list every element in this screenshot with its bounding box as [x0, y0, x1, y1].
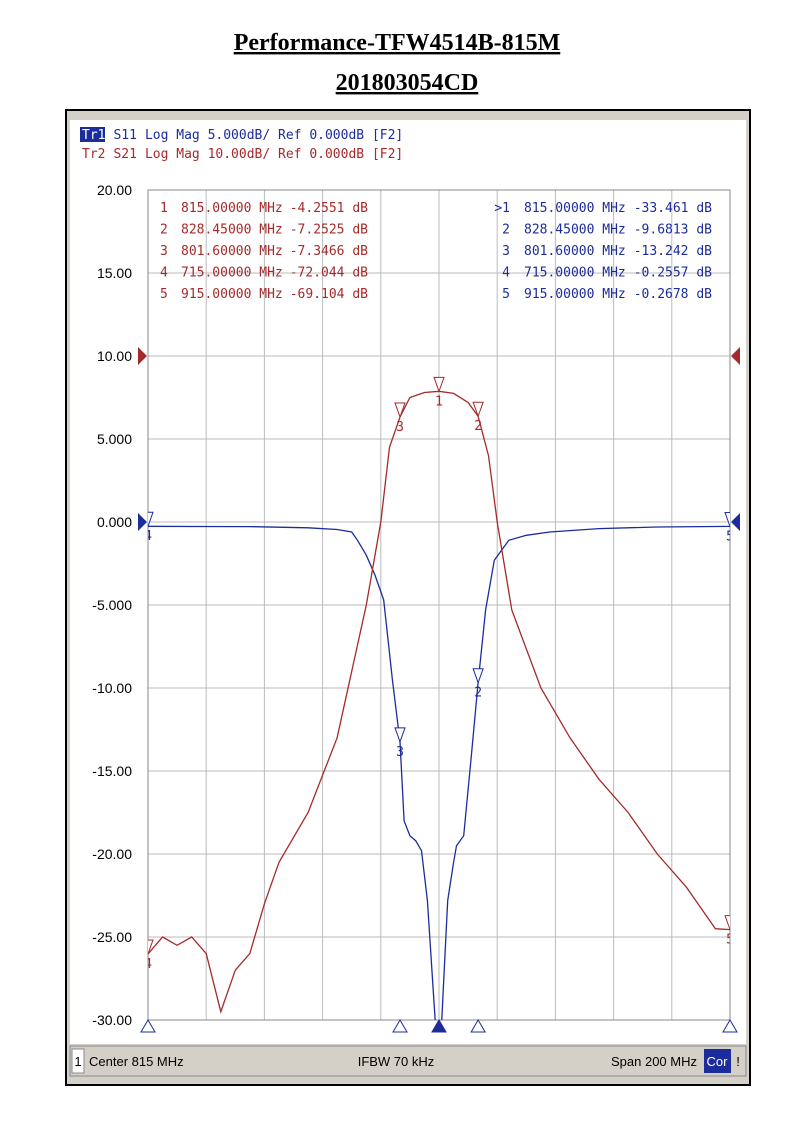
- marker-id: 3: [396, 420, 404, 435]
- marker-table-value: -13.242 dB: [634, 244, 712, 259]
- marker-table-id: 1: [160, 201, 168, 216]
- trace-line: [148, 390, 730, 1014]
- y-tick-label: -30.00: [92, 1012, 132, 1028]
- marker-triangle: [724, 511, 730, 528]
- trace-scale: Log Mag 10.00dB/ Ref 0.000dB [F2]: [145, 147, 403, 162]
- active-trace-box: [80, 127, 105, 142]
- marker-id: 1: [435, 394, 443, 409]
- trace-id: Tr2: [82, 147, 105, 162]
- marker-table-freq: 815.00000 MHz: [524, 201, 626, 216]
- y-tick-label: -5.000: [92, 597, 132, 613]
- channel-box: [71, 1048, 85, 1074]
- marker-id: 4: [144, 529, 152, 544]
- marker-table-id: 2: [160, 223, 168, 238]
- y-tick-label: 5.000: [97, 431, 132, 447]
- marker-table-id: 5: [502, 287, 510, 302]
- marker-table-value: -0.2678 dB: [634, 287, 712, 302]
- marker-triangle: [433, 376, 445, 393]
- marker-table-value: -7.2525 dB: [290, 223, 368, 238]
- subtitle: 201803054CD: [336, 70, 479, 96]
- trace-label: Tr2 S21 Log Mag 10.00dB/ Ref 0.000dB [F2]: [82, 147, 403, 162]
- marker-id: 5: [726, 529, 734, 544]
- y-tick-label: 10.00: [97, 348, 132, 364]
- trace-name: S21: [113, 147, 136, 162]
- plot-window: [70, 120, 746, 1044]
- marker-table-id: 3: [160, 244, 168, 259]
- marker-table-value: -0.2557 dB: [634, 266, 712, 281]
- overlay: 20.00 15.00 10.00 5.000 0.000 -5.000 -10.00 -15…: [71, 127, 740, 1074]
- marker-table-freq: 915.00000 MHz: [524, 287, 626, 302]
- ref-arrow: [138, 513, 147, 531]
- marker-triangle: [394, 727, 406, 744]
- y-tick-label: -20.00: [92, 846, 132, 862]
- ifbw: IFBW 70 kHz: [358, 1054, 435, 1069]
- marker-table-id: 5: [160, 287, 168, 302]
- marker-table-value: -72.044 dB: [290, 266, 368, 281]
- marker-table-freq: 801.60000 MHz: [181, 244, 283, 259]
- marker-table-value: -4.2551 dB: [290, 201, 368, 216]
- marker-table-freq: 715.00000 MHz: [524, 266, 626, 281]
- trace-label: Tr1 S11 Log Mag 5.000dB/ Ref 0.000dB [F2]: [82, 128, 403, 143]
- center: Center 815 MHz: [89, 1054, 184, 1069]
- marker-triangle: [148, 939, 154, 956]
- marker-table-value: -33.461 dB: [634, 201, 712, 216]
- marker-id: 2: [474, 419, 482, 434]
- marker-table-id: 3: [502, 244, 510, 259]
- marker-table-freq: 815.00000 MHz: [181, 201, 283, 216]
- flag: !: [736, 1054, 740, 1069]
- marker-table-id: 4: [502, 266, 510, 281]
- stimulus-triangle: [431, 1019, 447, 1033]
- marker-id: 3: [396, 745, 404, 760]
- stimulus-triangle: [392, 1019, 408, 1033]
- grid: [147, 189, 731, 1021]
- ref-arrow: [731, 347, 740, 365]
- marker-id: 4: [144, 957, 152, 972]
- y-tick-label: -25.00: [92, 929, 132, 945]
- marker-id: 2: [474, 686, 482, 701]
- ref-arrow: [138, 347, 147, 365]
- marker-table-value: -9.6813 dB: [634, 223, 712, 238]
- marker-triangle: [472, 668, 484, 685]
- marker-table-id: >1: [494, 201, 510, 216]
- trace-scale: Log Mag 5.000dB/ Ref 0.000dB [F2]: [145, 128, 403, 143]
- marker-table-freq: 715.00000 MHz: [181, 266, 283, 281]
- channel: 1: [74, 1054, 81, 1069]
- y-tick-label: -10.00: [92, 680, 132, 696]
- y-tick-label: -15.00: [92, 763, 132, 779]
- stimulus-triangle: [140, 1019, 156, 1033]
- trace-name: S11: [113, 128, 136, 143]
- marker-table-freq: 828.45000 MHz: [524, 223, 626, 238]
- y-tick-label: 15.00: [97, 265, 132, 281]
- cor-box: [704, 1049, 731, 1073]
- marker-triangle: [472, 401, 484, 418]
- cor: Cor: [707, 1054, 729, 1069]
- marker-triangle: [148, 511, 154, 528]
- stimulus-triangle: [470, 1019, 487, 1033]
- marker-table-id: 4: [160, 266, 168, 281]
- y-tick-label: 0.000: [97, 514, 132, 530]
- y-tick-label: 20.00: [97, 182, 132, 198]
- trace-id: Tr1: [82, 128, 105, 143]
- marker-table-freq: 801.60000 MHz: [524, 244, 626, 259]
- status-bar: [69, 1045, 747, 1077]
- marker-table-value: -69.104 dB: [290, 287, 368, 302]
- marker-table-id: 2: [502, 223, 510, 238]
- span: Span 200 MHz: [611, 1054, 697, 1069]
- stimulus-triangle: [722, 1019, 738, 1033]
- ref-arrow: [731, 513, 740, 531]
- marker-table-value: -7.3466 dB: [290, 244, 368, 259]
- marker-table-freq: 915.00000 MHz: [181, 287, 283, 302]
- marker-triangle: [724, 915, 730, 932]
- title: Performance-TFW4514B-815M: [234, 30, 561, 56]
- marker-id: 5: [726, 933, 734, 948]
- marker-table-freq: 828.45000 MHz: [181, 223, 283, 238]
- marker-triangle: [394, 402, 406, 419]
